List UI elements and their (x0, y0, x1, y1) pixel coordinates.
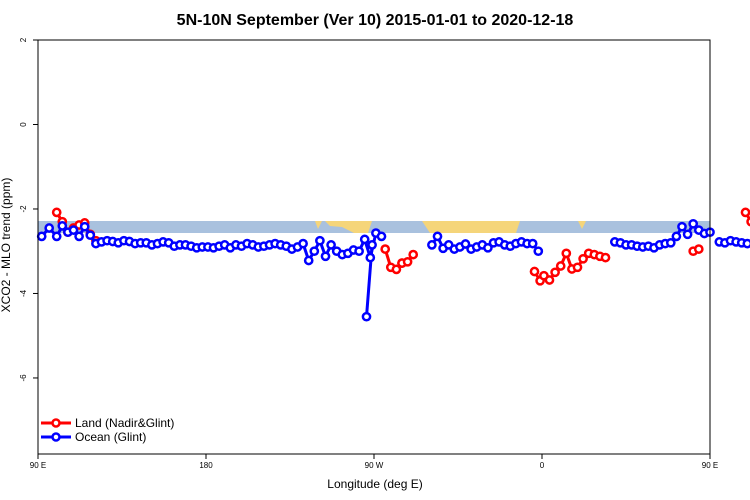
land-mass-americas (315, 221, 322, 229)
y-tick-label: -6 (19, 374, 28, 382)
data-point-land (740, 207, 750, 218)
legend: Land (Nadir&Glint) Ocean (Glint) (41, 416, 174, 444)
x-tick-label: 90 W (365, 461, 384, 470)
data-point-ocean (85, 230, 96, 241)
data-point-ocean (57, 221, 68, 231)
data-point-land (561, 248, 572, 259)
ocean-background (38, 221, 710, 233)
x-tick-label: 90 E (30, 461, 46, 470)
data-point-ocean (677, 221, 687, 232)
data-point-ocean (682, 229, 693, 240)
data-point-land (51, 207, 62, 218)
data-point-land (544, 275, 555, 285)
data-point-land (693, 244, 704, 254)
data-point-land (402, 256, 413, 267)
data-point-ocean (68, 225, 79, 235)
legend-label-ocean: Ocean (Glint) (75, 430, 146, 444)
data-point-ocean (354, 246, 364, 257)
data-point-ocean (483, 242, 493, 253)
y-tick-label: 2 (19, 37, 28, 42)
data-point-ocean (665, 237, 676, 248)
map-strip (38, 221, 710, 233)
data-point-ocean (309, 246, 320, 257)
data-point-ocean (44, 223, 55, 233)
data-point-ocean (51, 231, 62, 242)
data-point-ocean (527, 238, 538, 249)
x-tick-label: 0 (540, 461, 545, 470)
data-point-ocean (432, 231, 443, 242)
data-point-ocean (320, 251, 331, 262)
data-point-ocean (742, 238, 750, 249)
data-point-ocean (365, 252, 376, 263)
data-point-land (555, 261, 566, 271)
data-point-ocean (533, 246, 544, 257)
data-point-land (408, 249, 419, 260)
land-mass-africa (422, 221, 520, 233)
legend-marker-ocean (51, 432, 61, 442)
data-point-ocean (79, 221, 90, 232)
data-point-ocean (361, 311, 372, 322)
chart-title: 5N-10N September (Ver 10) 2015-01-01 to … (177, 12, 574, 29)
data-point-ocean (298, 238, 308, 249)
y-axis-label: XCO2 - MLO trend (ppm) (0, 178, 13, 313)
data-point-ocean (359, 234, 370, 245)
data-point-ocean (460, 239, 471, 249)
data-point-land (550, 267, 560, 278)
data-point-ocean (367, 240, 377, 250)
data-point-land (391, 264, 402, 275)
plot-area (36, 207, 750, 322)
x-tick-label: 90 E (702, 461, 718, 470)
y-tick-label: -4 (19, 289, 28, 297)
data-point-ocean (427, 240, 437, 250)
data-point-land (380, 244, 391, 254)
data-point-land (600, 252, 611, 263)
x-tick-label: 180 (199, 461, 213, 470)
data-point-ocean (688, 218, 699, 229)
data-point-land (578, 253, 588, 264)
data-point-land (572, 262, 583, 273)
y-tick-label: -2 (19, 205, 28, 213)
series-ocean (36, 218, 750, 322)
y-tick-label: 0 (19, 122, 28, 127)
data-point-ocean (376, 231, 387, 242)
data-point-ocean (74, 231, 84, 242)
data-point-land (746, 216, 750, 227)
legend-label-land: Land (Nadir&Glint) (75, 416, 174, 430)
data-point-ocean (36, 231, 47, 242)
data-point-land (529, 266, 540, 277)
y-axis: 2 0 -2 -4 -6 (19, 37, 38, 382)
data-point-ocean (326, 240, 336, 250)
data-point-ocean (315, 235, 325, 246)
x-axis-label: Longitude (deg E) (327, 477, 422, 491)
land-mass-central (325, 221, 372, 233)
data-point-ocean (303, 255, 314, 266)
x-axis: 90 E 180 90 W 0 90 E (30, 454, 718, 470)
data-point-ocean (671, 231, 682, 242)
land-mass-asia (578, 221, 586, 229)
legend-marker-land (51, 418, 61, 428)
